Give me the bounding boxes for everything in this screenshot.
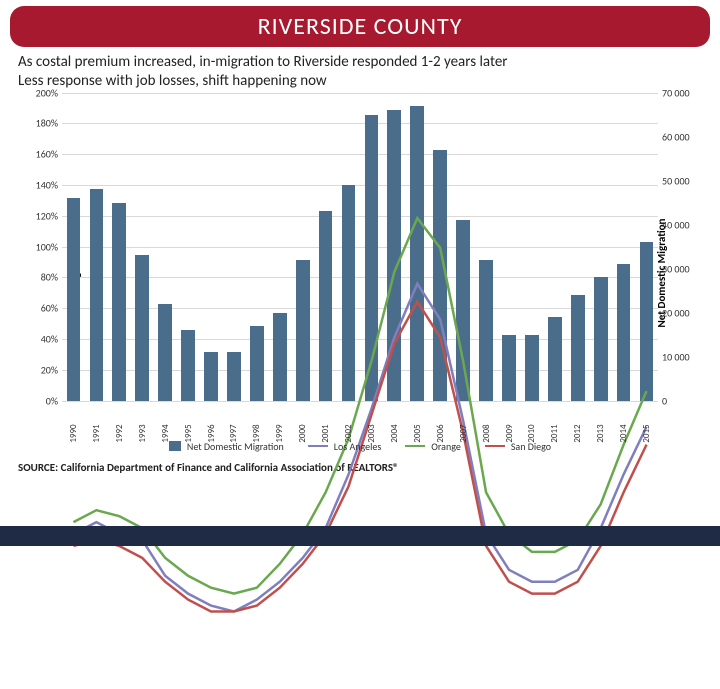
legend-swatch — [169, 441, 181, 451]
legend-label: Net Domestic Migration — [187, 440, 284, 453]
y-right-tick: 70 000 — [662, 86, 708, 99]
x-axis-labels: 1990199119921993199419951996199719981999… — [62, 428, 658, 439]
chart-area: "Core" Housing Price Premium Net Domesti… — [10, 93, 710, 453]
y-left-tick: 140% — [20, 178, 58, 191]
y-left-tick: 100% — [20, 240, 58, 253]
legend-label: Orange — [431, 440, 461, 453]
y-right-tick: 0 — [662, 394, 708, 407]
y-left-tick: 200% — [20, 86, 58, 99]
legend-label: San Diego — [511, 440, 551, 453]
legend-label: Los Angeles — [334, 440, 381, 453]
y-left-tick: 120% — [20, 209, 58, 222]
y-left-tick: 60% — [20, 302, 58, 315]
title-bar: RIVERSIDE COUNTY — [10, 6, 710, 47]
y-right-tick: 10 000 — [662, 350, 708, 363]
line-series — [62, 93, 658, 689]
y-right-tick: 20 000 — [662, 306, 708, 319]
subtitle: As costal premium increased, in-migratio… — [18, 53, 702, 91]
subtitle-line-1: As costal premium increased, in-migratio… — [18, 53, 702, 72]
y-right-tick: 40 000 — [662, 218, 708, 231]
y-left-tick: 0% — [20, 394, 58, 407]
y-left-tick: 180% — [20, 117, 58, 130]
legend-item: Net Domestic Migration — [169, 440, 284, 453]
legend-swatch — [405, 445, 425, 447]
legend-swatch — [485, 445, 505, 447]
y-left-tick: 160% — [20, 148, 58, 161]
legend-item: Los Angeles — [308, 440, 381, 453]
plot-region: 0%20%40%60%80%100%120%140%160%180%200%01… — [62, 93, 658, 401]
subtitle-line-2: Less response with job losses, shift hap… — [18, 72, 702, 91]
y-left-tick: 20% — [20, 363, 58, 376]
legend: Net Domestic Migration Los Angeles Orange S… — [10, 440, 710, 453]
y-right-tick: 30 000 — [662, 262, 708, 275]
legend-item: Orange — [405, 440, 461, 453]
y-left-tick: 80% — [20, 271, 58, 284]
y-left-tick: 40% — [20, 332, 58, 345]
legend-item: San Diego — [485, 440, 551, 453]
legend-swatch — [308, 445, 328, 447]
y-right-tick: 60 000 — [662, 130, 708, 143]
footer-band — [0, 526, 720, 546]
y-right-tick: 50 000 — [662, 174, 708, 187]
